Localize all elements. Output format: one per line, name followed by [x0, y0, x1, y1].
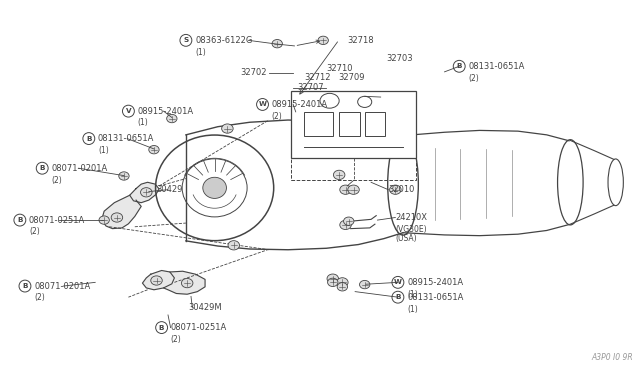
Text: (1): (1): [195, 48, 206, 57]
Ellipse shape: [151, 276, 163, 285]
Text: B: B: [86, 135, 92, 142]
Polygon shape: [164, 271, 205, 294]
Text: 08071-0251A: 08071-0251A: [171, 323, 227, 332]
Text: 32710: 32710: [326, 64, 353, 73]
Text: 08131-0651A: 08131-0651A: [407, 293, 463, 302]
Polygon shape: [130, 182, 159, 203]
Ellipse shape: [228, 241, 239, 250]
Text: 30429M: 30429M: [188, 303, 222, 312]
Ellipse shape: [148, 145, 159, 154]
Text: B: B: [22, 283, 28, 289]
Ellipse shape: [333, 170, 345, 180]
Ellipse shape: [344, 217, 354, 225]
Text: B: B: [395, 294, 401, 300]
Ellipse shape: [337, 283, 348, 291]
Text: W: W: [394, 279, 402, 285]
Text: S: S: [183, 37, 189, 44]
Ellipse shape: [166, 114, 177, 123]
Bar: [291, 92, 416, 158]
Ellipse shape: [318, 36, 328, 45]
Text: (2): (2): [29, 227, 40, 237]
Text: 08071-0201A: 08071-0201A: [34, 282, 90, 291]
Text: A3P0 I0 9R: A3P0 I0 9R: [591, 353, 633, 362]
Text: (USA): (USA): [396, 234, 417, 244]
Text: 32703: 32703: [387, 54, 413, 62]
Text: 32709: 32709: [338, 73, 364, 82]
Ellipse shape: [141, 187, 152, 197]
Ellipse shape: [327, 274, 339, 283]
Ellipse shape: [337, 278, 348, 287]
Ellipse shape: [111, 213, 123, 222]
Ellipse shape: [119, 172, 129, 180]
Polygon shape: [143, 270, 174, 290]
Ellipse shape: [181, 279, 193, 288]
Text: 08915-2401A: 08915-2401A: [138, 107, 194, 116]
Text: 24210X: 24210X: [396, 213, 428, 222]
Text: 32718: 32718: [347, 36, 374, 45]
Bar: [365, 112, 385, 136]
Text: (2): (2): [271, 112, 282, 121]
Text: (2): (2): [51, 176, 62, 185]
Ellipse shape: [221, 124, 233, 133]
Bar: [339, 112, 360, 136]
Text: B: B: [159, 325, 164, 331]
Text: (1): (1): [138, 119, 148, 128]
Text: (2): (2): [34, 294, 45, 302]
Text: (1): (1): [407, 290, 418, 299]
Polygon shape: [102, 195, 141, 229]
Text: 32712: 32712: [304, 73, 330, 82]
Text: V: V: [125, 108, 131, 114]
Text: 08071-0251A: 08071-0251A: [29, 216, 85, 225]
Text: (1): (1): [98, 146, 109, 155]
Text: 08915-2401A: 08915-2401A: [407, 278, 463, 287]
Ellipse shape: [348, 185, 359, 194]
Bar: [291, 158, 416, 180]
Text: 08131-0651A: 08131-0651A: [468, 62, 525, 71]
Text: B: B: [17, 217, 22, 223]
Ellipse shape: [340, 220, 351, 230]
Ellipse shape: [99, 216, 109, 224]
Text: 08071-0201A: 08071-0201A: [51, 164, 108, 173]
Ellipse shape: [390, 185, 401, 194]
Ellipse shape: [340, 185, 351, 194]
Text: 08131-0651A: 08131-0651A: [98, 134, 154, 143]
Text: 30429: 30429: [157, 185, 183, 194]
Text: (2): (2): [171, 335, 182, 344]
Text: (2): (2): [468, 74, 479, 83]
Text: 32702: 32702: [240, 68, 267, 77]
Text: 32010: 32010: [388, 185, 415, 194]
Ellipse shape: [360, 280, 370, 289]
Text: (VG30E): (VG30E): [396, 225, 427, 234]
Text: B: B: [40, 165, 45, 171]
Text: (1): (1): [407, 305, 418, 314]
Ellipse shape: [328, 278, 338, 286]
Text: B: B: [456, 63, 462, 69]
Ellipse shape: [272, 39, 282, 48]
Text: W: W: [259, 102, 266, 108]
Bar: [304, 112, 333, 136]
Ellipse shape: [203, 177, 227, 198]
Text: 08363-6122G: 08363-6122G: [195, 36, 252, 45]
Text: 08915-2401A: 08915-2401A: [271, 100, 328, 109]
Text: 32707: 32707: [298, 83, 324, 92]
